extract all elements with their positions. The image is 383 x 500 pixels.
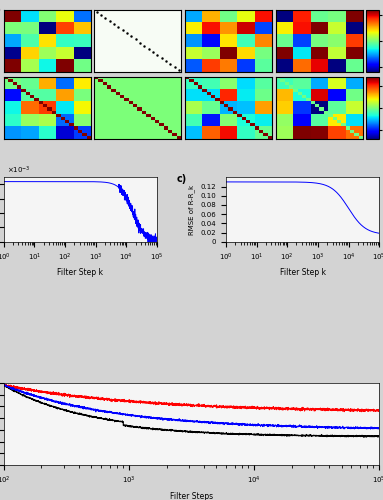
Y-axis label: RMSE of R-R_k: RMSE of R-R_k xyxy=(188,184,195,234)
Text: c): c) xyxy=(177,174,187,184)
Text: a): a) xyxy=(0,5,2,15)
X-axis label: Filter Steps: Filter Steps xyxy=(170,492,213,500)
Text: $\times10^{-3}$: $\times10^{-3}$ xyxy=(7,164,31,176)
X-axis label: Filter Step k: Filter Step k xyxy=(57,268,103,278)
X-axis label: Filter Step k: Filter Step k xyxy=(280,268,326,278)
